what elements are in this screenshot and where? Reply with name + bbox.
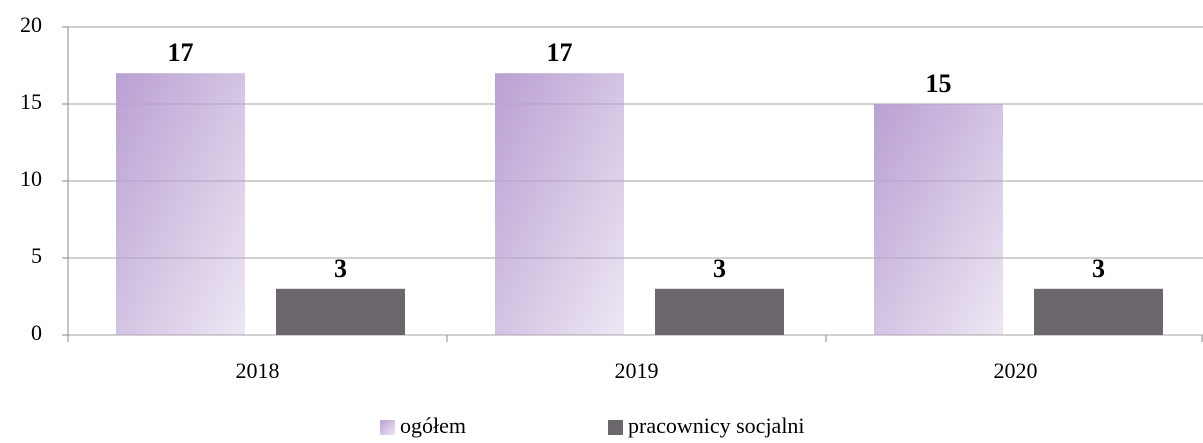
x-tick-label: 2019 bbox=[615, 358, 659, 383]
bar bbox=[276, 288, 405, 335]
y-tick-label: 5 bbox=[31, 243, 42, 268]
value-label: 15 bbox=[926, 69, 952, 98]
legend-label: pracownicy socjalni bbox=[628, 413, 805, 438]
y-tick-label: 0 bbox=[31, 320, 42, 345]
value-label: 17 bbox=[168, 38, 194, 67]
legend-swatch bbox=[380, 420, 395, 435]
x-tick-label: 2018 bbox=[236, 358, 280, 383]
bar bbox=[495, 73, 624, 335]
bar bbox=[874, 104, 1003, 335]
x-tick-label: 2020 bbox=[994, 358, 1038, 383]
value-label: 3 bbox=[1092, 254, 1105, 283]
value-label: 3 bbox=[334, 254, 347, 283]
value-label: 3 bbox=[713, 254, 726, 283]
bar bbox=[1034, 288, 1163, 335]
bar bbox=[116, 73, 245, 335]
bar bbox=[655, 288, 784, 335]
value-label: 17 bbox=[547, 38, 573, 67]
y-tick-label: 15 bbox=[20, 89, 42, 114]
legend-label: ogółem bbox=[400, 413, 466, 438]
y-tick-label: 20 bbox=[20, 12, 42, 37]
y-tick-label: 10 bbox=[20, 166, 42, 191]
legend-swatch bbox=[608, 420, 623, 435]
